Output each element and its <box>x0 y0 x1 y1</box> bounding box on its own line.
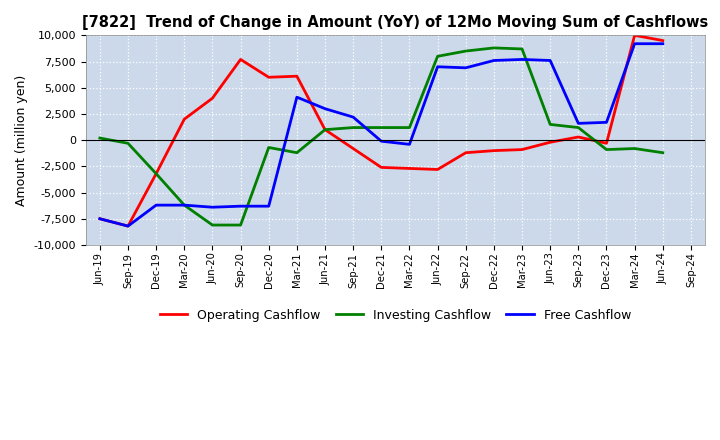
Operating Cashflow <box>264 75 273 80</box>
Free Cashflow <box>320 106 329 111</box>
Investing Cashflow <box>264 145 273 150</box>
Operating Cashflow <box>292 73 301 79</box>
Free Cashflow <box>377 139 386 144</box>
Free Cashflow <box>630 41 639 46</box>
Free Cashflow <box>546 58 554 63</box>
Operating Cashflow <box>574 134 582 139</box>
Free Cashflow <box>292 95 301 100</box>
Investing Cashflow <box>574 125 582 130</box>
Free Cashflow <box>462 65 470 70</box>
Operating Cashflow <box>124 224 132 229</box>
Operating Cashflow <box>630 33 639 38</box>
Investing Cashflow <box>602 147 611 152</box>
Free Cashflow <box>124 224 132 229</box>
Free Cashflow <box>518 57 526 62</box>
Free Cashflow <box>433 64 442 70</box>
Operating Cashflow <box>659 38 667 43</box>
Investing Cashflow <box>292 150 301 155</box>
Operating Cashflow <box>546 139 554 145</box>
Investing Cashflow <box>405 125 414 130</box>
Investing Cashflow <box>124 141 132 146</box>
Free Cashflow <box>96 216 104 221</box>
Investing Cashflow <box>630 146 639 151</box>
Investing Cashflow <box>349 125 358 130</box>
Investing Cashflow <box>659 150 667 155</box>
Investing Cashflow <box>96 136 104 141</box>
Operating Cashflow <box>152 171 161 176</box>
Operating Cashflow <box>433 167 442 172</box>
Investing Cashflow <box>208 222 217 227</box>
Operating Cashflow <box>518 147 526 152</box>
Investing Cashflow <box>180 202 189 208</box>
Free Cashflow <box>490 58 498 63</box>
Free Cashflow <box>405 142 414 147</box>
Investing Cashflow <box>320 127 329 132</box>
Operating Cashflow <box>180 117 189 122</box>
Free Cashflow <box>264 204 273 209</box>
Operating Cashflow <box>602 141 611 146</box>
Free Cashflow <box>152 202 161 208</box>
Investing Cashflow <box>152 171 161 176</box>
Legend: Operating Cashflow, Investing Cashflow, Free Cashflow: Operating Cashflow, Investing Cashflow, … <box>155 304 636 327</box>
Operating Cashflow <box>405 166 414 171</box>
Operating Cashflow <box>320 127 329 132</box>
Operating Cashflow <box>208 95 217 101</box>
Investing Cashflow <box>518 46 526 51</box>
Investing Cashflow <box>377 125 386 130</box>
Free Cashflow <box>659 41 667 46</box>
Operating Cashflow <box>490 148 498 153</box>
Investing Cashflow <box>236 222 245 227</box>
Operating Cashflow <box>349 146 358 151</box>
Investing Cashflow <box>433 54 442 59</box>
Operating Cashflow <box>462 150 470 155</box>
Free Cashflow <box>236 204 245 209</box>
Operating Cashflow <box>236 57 245 62</box>
Operating Cashflow <box>377 165 386 170</box>
Free Cashflow <box>180 202 189 208</box>
Y-axis label: Amount (million yen): Amount (million yen) <box>15 74 28 206</box>
Free Cashflow <box>602 120 611 125</box>
Investing Cashflow <box>490 45 498 51</box>
Line: Investing Cashflow: Investing Cashflow <box>100 48 663 225</box>
Investing Cashflow <box>546 122 554 127</box>
Free Cashflow <box>349 114 358 120</box>
Line: Operating Cashflow: Operating Cashflow <box>100 35 663 226</box>
Investing Cashflow <box>462 48 470 54</box>
Operating Cashflow <box>96 216 104 221</box>
Line: Free Cashflow: Free Cashflow <box>100 44 663 226</box>
Title: [7822]  Trend of Change in Amount (YoY) of 12Mo Moving Sum of Cashflows: [7822] Trend of Change in Amount (YoY) o… <box>82 15 708 30</box>
Free Cashflow <box>574 121 582 126</box>
Free Cashflow <box>208 205 217 210</box>
